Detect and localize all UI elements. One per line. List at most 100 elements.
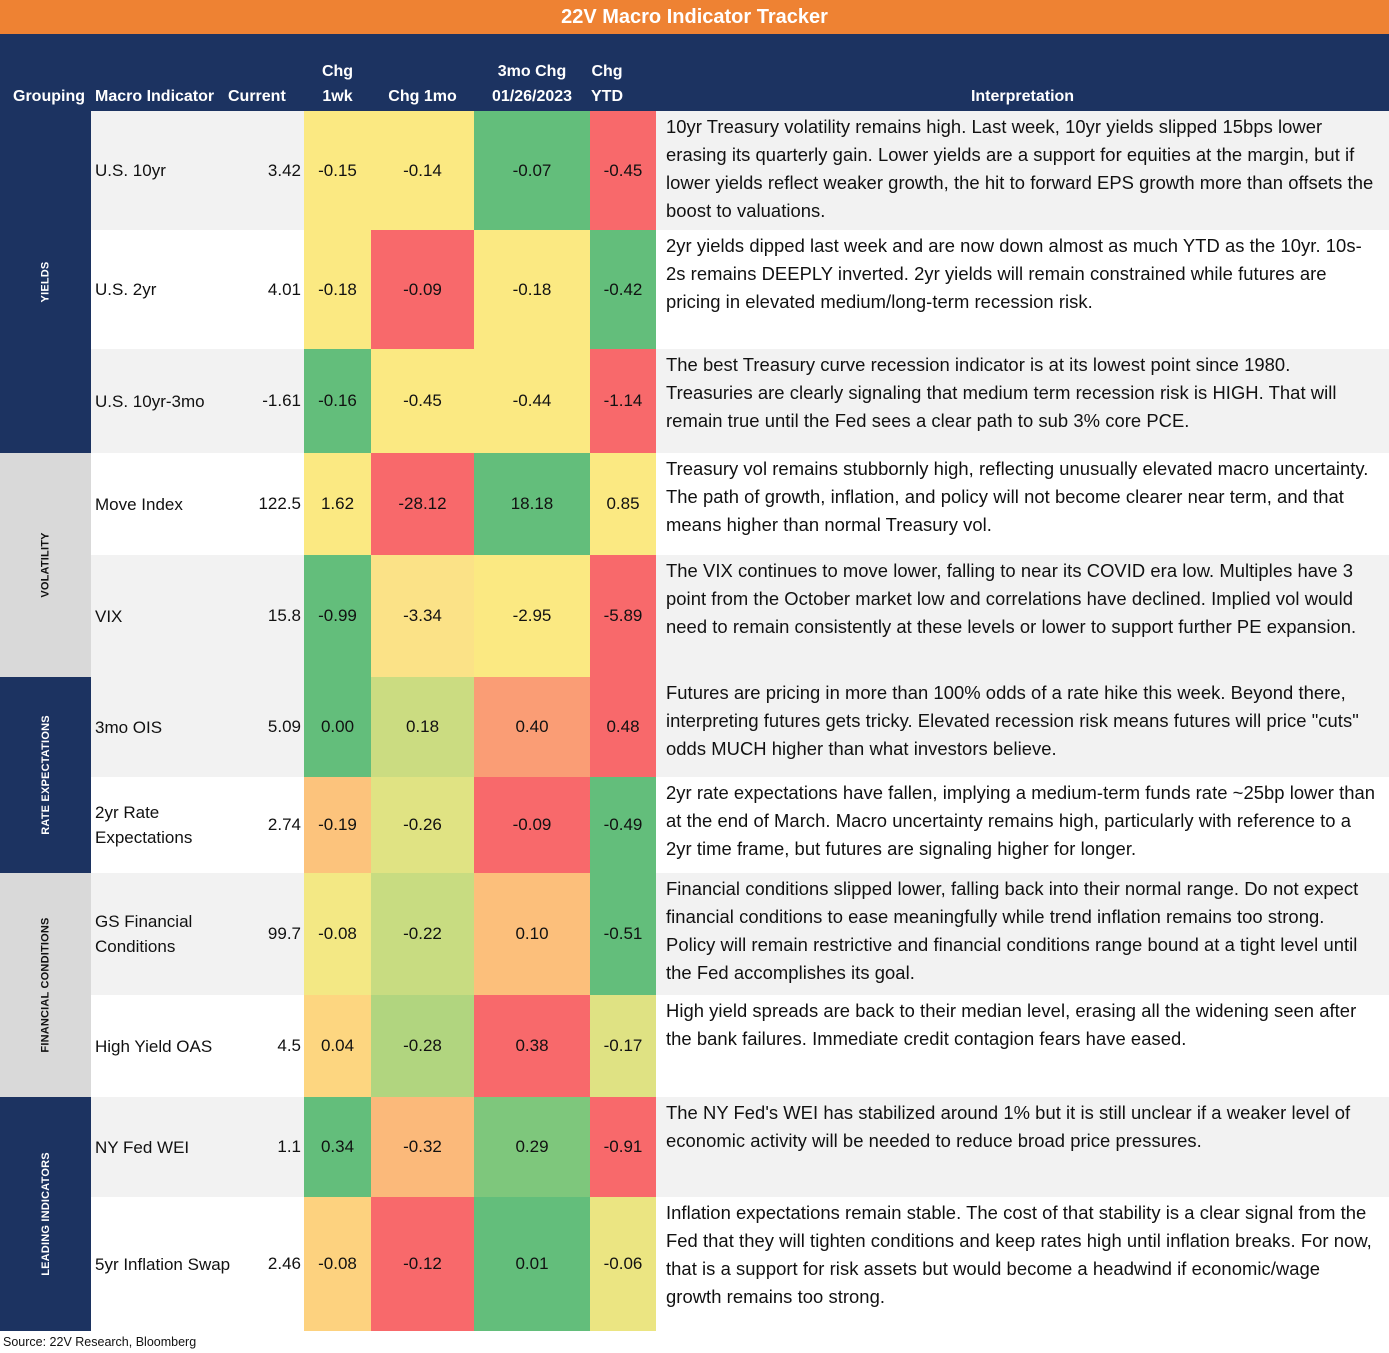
header-indicator: Macro Indicator [95, 88, 215, 105]
indicator-name: GS Financial Conditions [95, 912, 193, 956]
group-leading-indicators: LEADING INDICATORS [0, 1097, 91, 1331]
table-row: U.S. 10yr-3mo -1.61 -0.16 -0.45 -0.44 -1.14 Th… [91, 349, 1389, 453]
chg-1wk-cell: -0.19 [304, 777, 371, 873]
chg-ytd-cell: -0.49 [590, 777, 656, 873]
chg-3mo-cell: 0.29 [474, 1097, 590, 1197]
chg-ytd-cell: -0.17 [590, 995, 656, 1097]
chg-ytd-cell: -0.91 [590, 1097, 656, 1197]
chg-3mo-cell: 0.38 [474, 995, 590, 1097]
chg-1mo-cell: -0.12 [371, 1197, 474, 1331]
group-label: VOLATILITY [39, 532, 52, 598]
indicator-name: Move Index [95, 494, 183, 514]
interpretation-text: The VIX continues to move lower, falling… [666, 560, 1357, 637]
header-chg-ytd-line1: Chg [591, 63, 623, 80]
current-value: 5.09 [267, 717, 301, 736]
chg-1mo-cell: 0.18 [371, 677, 474, 777]
table-row: GS Financial Conditions 99.7 -0.08 -0.22 0.1… [91, 873, 1389, 995]
table-row: 3mo OIS 5.09 0.00 0.18 0.40 0.48 Futures are p… [91, 677, 1389, 777]
indicator-name: VIX [95, 606, 123, 626]
chg-3mo-cell: -2.95 [474, 555, 590, 677]
indicator-name: NY Fed WEI [95, 1137, 190, 1157]
indicator-name: High Yield OAS [95, 1036, 213, 1056]
chg-1mo-cell: -0.22 [371, 873, 474, 995]
current-value: 2.46 [267, 1254, 301, 1273]
current-value: 99.7 [267, 924, 301, 943]
indicator-name: 5yr Inflation Swap [95, 1254, 231, 1274]
interpretation-text: High yield spreads are back to their med… [666, 1000, 1357, 1049]
current-value: 2.74 [267, 815, 301, 834]
interpretation-text: The NY Fed's WEI has stabilized around 1… [666, 1102, 1351, 1151]
chg-1wk-cell: -0.15 [304, 111, 371, 230]
current-value: -1.61 [262, 391, 301, 410]
header-chg-ytd: Chg YTD [590, 59, 624, 109]
indicator-name: U.S. 10yr-3mo [95, 391, 205, 411]
chg-1mo-cell: -0.09 [371, 230, 474, 349]
chg-1mo-cell: -3.34 [371, 555, 474, 677]
interpretation-text: Futures are pricing in more than 100% od… [666, 682, 1359, 759]
interpretation-text: 2yr yields dipped last week and are now … [666, 235, 1362, 312]
header-chg-3mo-line2: 01/26/2023 [491, 88, 573, 105]
indicator-name: 2yr Rate Expectations [95, 803, 193, 847]
chg-1wk-cell: 0.34 [304, 1097, 371, 1197]
chg-ytd-cell: -0.42 [590, 230, 656, 349]
chg-3mo-cell: -0.09 [474, 777, 590, 873]
header-grouping: Grouping [13, 88, 85, 105]
interpretation-text: 2yr rate expectations have fallen, imply… [666, 782, 1376, 859]
source-footnote: Source: 22V Research, Bloomberg [3, 1335, 197, 1349]
current-value: 4.01 [267, 279, 301, 299]
header-chg-3mo: 3mo Chg 01/26/2023 [474, 59, 590, 109]
chg-3mo-cell: -0.18 [474, 230, 590, 349]
interpretation-text: Financial conditions slipped lower, fall… [666, 878, 1359, 983]
chg-1wk-cell: -0.18 [304, 230, 371, 349]
table-row: VIX 15.8 -0.99 -3.34 -2.95 -5.89 The VIX conti… [91, 555, 1389, 677]
current-value: 1.1 [277, 1137, 301, 1156]
indicator-name: U.S. 2yr [95, 280, 157, 299]
table-row: High Yield OAS 4.5 0.04 -0.28 0.38 -0.17 High … [91, 995, 1389, 1097]
interpretation-text: Inflation expectations remain stable. Th… [666, 1202, 1372, 1307]
chg-ytd-cell: 0.48 [590, 677, 656, 777]
interpretation-text: 10yr Treasury volatility remains high. L… [666, 116, 1374, 221]
chg-1wk-cell: 0.00 [304, 677, 371, 777]
interpretation-text: The best Treasury curve recession indica… [666, 354, 1337, 431]
table-header: Grouping Macro Indicator Current Chg 1wk… [0, 34, 1389, 111]
chg-ytd-cell: -0.06 [590, 1197, 656, 1331]
chg-1mo-cell: -28.12 [371, 453, 474, 555]
table-row: U.S. 2yr 4.01 -0.18 -0.09 -0.18 -0.42 2yr yiel… [91, 230, 1389, 349]
chg-3mo-cell: 0.01 [474, 1197, 590, 1331]
group-label: LEADING INDICATORS [39, 1152, 52, 1276]
table-row: 5yr Inflation Swap 2.46 -0.08 -0.12 0.01 -0.0… [91, 1197, 1389, 1331]
current-value: 122.5 [258, 494, 301, 513]
group-volatility: VOLATILITY [0, 453, 91, 677]
table-row: NY Fed WEI 1.1 0.34 -0.32 0.29 -0.91 The NY Fe… [91, 1097, 1389, 1197]
group-label: RATE EXPECTATIONS [39, 715, 52, 835]
chg-1wk-cell: -0.08 [304, 1197, 371, 1331]
header-current: Current [228, 88, 286, 105]
header-chg-ytd-line2: YTD [591, 88, 623, 105]
chg-1wk-cell: 1.62 [304, 453, 371, 555]
table-row: U.S. 10yr 3.42 -0.15 -0.14 -0.07 -0.45 10yr Tr… [91, 111, 1389, 230]
chg-1mo-cell: -0.26 [371, 777, 474, 873]
current-value: 4.5 [277, 1036, 301, 1055]
current-value: 15.8 [267, 606, 301, 625]
current-value: 3.42 [267, 160, 301, 180]
table-row: Move Index 122.5 1.62 -28.12 18.18 0.85 Treasu… [91, 453, 1389, 555]
group-label: FINANCIAL CONDITIONS [39, 917, 52, 1053]
chg-ytd-cell: -5.89 [590, 555, 656, 677]
header-chg-1wk-line1: Chg [321, 63, 354, 80]
group-financial-conditions: FINANCIAL CONDITIONS [0, 873, 91, 1097]
header-chg-1wk-line2: 1wk [322, 88, 353, 105]
interpretation-text: Treasury vol remains stubbornly high, re… [666, 458, 1369, 535]
chg-1mo-cell: -0.32 [371, 1097, 474, 1197]
chg-1wk-cell: -0.08 [304, 873, 371, 995]
group-rate-expectations: RATE EXPECTATIONS [0, 677, 91, 873]
header-chg-1wk: Chg 1wk [304, 59, 371, 109]
group-label: YIELDS [39, 261, 52, 303]
chg-1mo-cell: -0.45 [371, 349, 474, 453]
chg-1mo-cell: -0.14 [371, 111, 474, 230]
chg-1wk-cell: -0.16 [304, 349, 371, 453]
chg-1wk-cell: 0.04 [304, 995, 371, 1097]
table-row: 2yr Rate Expectations 2.74 -0.19 -0.26 -0.09… [91, 777, 1389, 873]
chg-ytd-cell: -0.51 [590, 873, 656, 995]
header-chg-1mo: Chg 1mo [388, 88, 457, 105]
